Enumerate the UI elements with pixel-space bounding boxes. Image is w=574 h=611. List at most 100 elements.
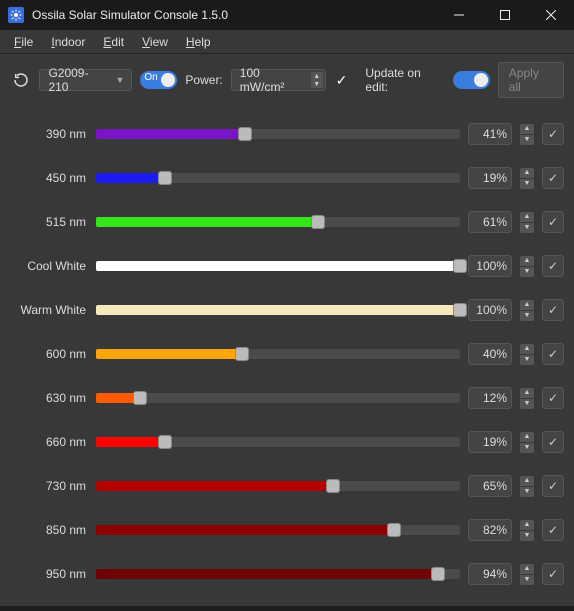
spinner-down-icon[interactable]: ▼: [311, 80, 323, 88]
channel-slider[interactable]: [96, 217, 460, 227]
slider-fill: [96, 525, 394, 535]
channel-slider[interactable]: [96, 569, 460, 579]
spinner-down-icon[interactable]: ▼: [520, 531, 534, 541]
channel-slider[interactable]: [96, 173, 460, 183]
slider-thumb[interactable]: [133, 391, 147, 405]
spinner-up-icon[interactable]: ▲: [520, 344, 534, 354]
spinner-down-icon[interactable]: ▼: [520, 267, 534, 277]
channel-apply-button[interactable]: ✓: [542, 563, 564, 585]
channel-spinner[interactable]: ▲▼: [520, 300, 534, 321]
channel-label: 600 nm: [10, 347, 88, 361]
channel-apply-button[interactable]: ✓: [542, 343, 564, 365]
channel-percent-input[interactable]: 82%: [468, 519, 512, 541]
channel-slider[interactable]: [96, 393, 460, 403]
power-spinner[interactable]: ▲ ▼: [311, 72, 323, 88]
channel-apply-button[interactable]: ✓: [542, 431, 564, 453]
device-select[interactable]: G2009-210 ▼: [39, 69, 132, 91]
spinner-up-icon[interactable]: ▲: [520, 476, 534, 486]
slider-thumb[interactable]: [326, 479, 340, 493]
spinner-down-icon[interactable]: ▼: [520, 135, 534, 145]
channel-percent-input[interactable]: 100%: [468, 299, 512, 321]
menu-edit[interactable]: Edit: [95, 33, 132, 51]
channel-percent-input[interactable]: 19%: [468, 167, 512, 189]
channel-apply-button[interactable]: ✓: [542, 387, 564, 409]
spinner-up-icon[interactable]: ▲: [520, 212, 534, 222]
channel-spinner[interactable]: ▲▼: [520, 432, 534, 453]
channel-percent-input[interactable]: 12%: [468, 387, 512, 409]
minimize-button[interactable]: [436, 0, 482, 30]
update-on-edit-toggle[interactable]: [453, 71, 490, 89]
channel-slider[interactable]: [96, 481, 460, 491]
channel-percent-input[interactable]: 61%: [468, 211, 512, 233]
channel-row: 630 nm12%▲▼✓: [10, 376, 564, 420]
channel-slider[interactable]: [96, 525, 460, 535]
close-button[interactable]: [528, 0, 574, 30]
menu-file[interactable]: File: [6, 33, 41, 51]
channel-slider[interactable]: [96, 261, 460, 271]
slider-thumb[interactable]: [311, 215, 325, 229]
spinner-down-icon[interactable]: ▼: [520, 487, 534, 497]
channel-percent-input[interactable]: 65%: [468, 475, 512, 497]
apply-all-button[interactable]: Apply all: [498, 62, 564, 98]
spinner-up-icon[interactable]: ▲: [520, 300, 534, 310]
spinner-down-icon[interactable]: ▼: [520, 355, 534, 365]
power-on-toggle[interactable]: On: [140, 71, 177, 89]
channel-slider[interactable]: [96, 437, 460, 447]
channel-apply-button[interactable]: ✓: [542, 299, 564, 321]
channel-spinner[interactable]: ▲▼: [520, 168, 534, 189]
slider-thumb[interactable]: [235, 347, 249, 361]
channel-slider[interactable]: [96, 305, 460, 315]
channel-apply-button[interactable]: ✓: [542, 255, 564, 277]
slider-thumb[interactable]: [238, 127, 252, 141]
spinner-up-icon[interactable]: ▲: [311, 72, 323, 80]
channel-slider[interactable]: [96, 129, 460, 139]
channel-apply-button[interactable]: ✓: [542, 475, 564, 497]
spinner-up-icon[interactable]: ▲: [520, 520, 534, 530]
toggle-knob: [474, 73, 488, 87]
slider-thumb[interactable]: [158, 171, 172, 185]
spinner-down-icon[interactable]: ▼: [520, 311, 534, 321]
refresh-button[interactable]: [10, 69, 31, 91]
spinner-down-icon[interactable]: ▼: [520, 443, 534, 453]
channel-row: Warm White100%▲▼✓: [10, 288, 564, 332]
menu-indoor[interactable]: Indoor: [43, 33, 93, 51]
spinner-up-icon[interactable]: ▲: [520, 256, 534, 266]
slider-thumb[interactable]: [158, 435, 172, 449]
slider-thumb[interactable]: [431, 567, 445, 581]
channel-apply-button[interactable]: ✓: [542, 167, 564, 189]
channel-percent-input[interactable]: 94%: [468, 563, 512, 585]
menu-help[interactable]: Help: [178, 33, 219, 51]
spinner-up-icon[interactable]: ▲: [520, 168, 534, 178]
channel-apply-button[interactable]: ✓: [542, 519, 564, 541]
spinner-up-icon[interactable]: ▲: [520, 124, 534, 134]
menu-view[interactable]: View: [134, 33, 176, 51]
channel-spinner[interactable]: ▲▼: [520, 388, 534, 409]
channel-spinner[interactable]: ▲▼: [520, 520, 534, 541]
channel-slider[interactable]: [96, 349, 460, 359]
channel-spinner[interactable]: ▲▼: [520, 344, 534, 365]
spinner-down-icon[interactable]: ▼: [520, 179, 534, 189]
channel-percent-input[interactable]: 19%: [468, 431, 512, 453]
channel-spinner[interactable]: ▲▼: [520, 476, 534, 497]
channel-spinner[interactable]: ▲▼: [520, 256, 534, 277]
channel-spinner[interactable]: ▲▼: [520, 564, 534, 585]
power-input[interactable]: 100 mW/cm² ▲ ▼: [231, 69, 326, 91]
spinner-down-icon[interactable]: ▼: [520, 399, 534, 409]
update-on-edit-label: Update on edit:: [365, 66, 444, 94]
slider-thumb[interactable]: [387, 523, 401, 537]
channel-percent-input[interactable]: 100%: [468, 255, 512, 277]
channel-apply-button[interactable]: ✓: [542, 123, 564, 145]
spinner-up-icon[interactable]: ▲: [520, 564, 534, 574]
channel-apply-button[interactable]: ✓: [542, 211, 564, 233]
slider-thumb[interactable]: [453, 259, 467, 273]
slider-thumb[interactable]: [453, 303, 467, 317]
channel-percent-input[interactable]: 41%: [468, 123, 512, 145]
spinner-up-icon[interactable]: ▲: [520, 388, 534, 398]
spinner-down-icon[interactable]: ▼: [520, 575, 534, 585]
channel-spinner[interactable]: ▲▼: [520, 212, 534, 233]
channel-spinner[interactable]: ▲▼: [520, 124, 534, 145]
channel-percent-input[interactable]: 40%: [468, 343, 512, 365]
spinner-up-icon[interactable]: ▲: [520, 432, 534, 442]
maximize-button[interactable]: [482, 0, 528, 30]
spinner-down-icon[interactable]: ▼: [520, 223, 534, 233]
